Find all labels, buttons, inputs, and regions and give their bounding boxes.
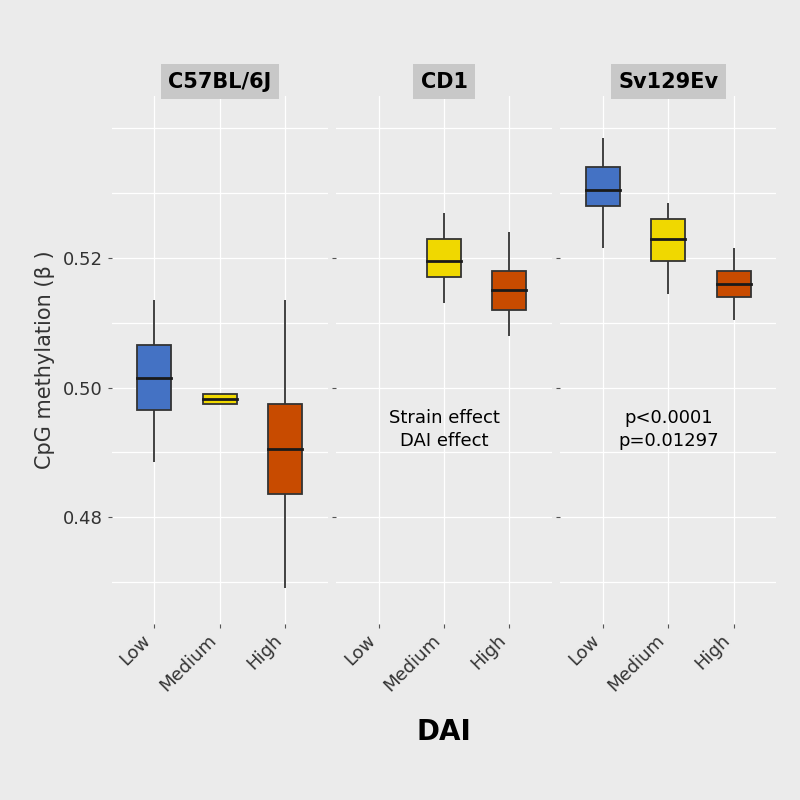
Title: Sv129Ev: Sv129Ev <box>618 72 718 92</box>
Title: CD1: CD1 <box>421 72 467 92</box>
Bar <box>138 346 171 410</box>
Text: DAI: DAI <box>417 718 471 746</box>
Bar <box>492 271 526 310</box>
Bar <box>651 219 685 262</box>
Text: Strain effect
DAI effect: Strain effect DAI effect <box>389 409 499 450</box>
Bar <box>717 271 750 297</box>
Y-axis label: CpG methylation (β ): CpG methylation (β ) <box>34 250 54 470</box>
Bar <box>203 394 237 404</box>
Bar <box>268 404 302 494</box>
Bar <box>586 167 620 206</box>
Text: p<0.0001
p=0.01297: p<0.0001 p=0.01297 <box>618 409 718 450</box>
Title: C57BL/6J: C57BL/6J <box>168 72 271 92</box>
Bar <box>427 238 461 278</box>
